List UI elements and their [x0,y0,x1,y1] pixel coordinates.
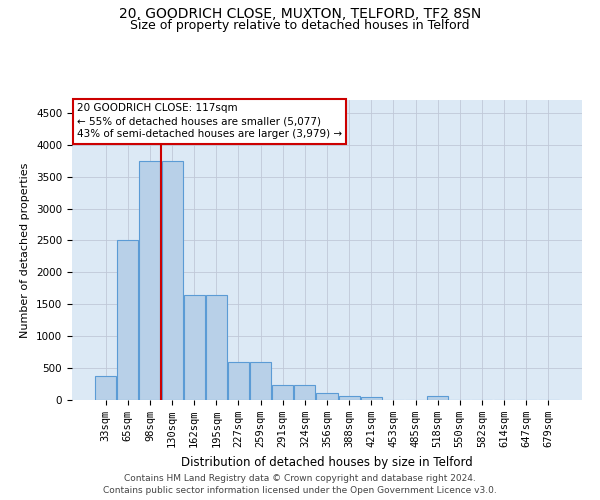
X-axis label: Distribution of detached houses by size in Telford: Distribution of detached houses by size … [181,456,473,468]
Text: Size of property relative to detached houses in Telford: Size of property relative to detached ho… [130,18,470,32]
Y-axis label: Number of detached properties: Number of detached properties [20,162,31,338]
Bar [206,294,227,400]
Bar [228,362,249,400]
Bar [250,362,271,400]
Bar [316,393,338,400]
Bar [139,160,160,400]
Bar [272,386,293,400]
Text: 20 GOODRICH CLOSE: 117sqm
← 55% of detached houses are smaller (5,077)
43% of se: 20 GOODRICH CLOSE: 117sqm ← 55% of detac… [77,103,342,140]
Bar [161,160,182,400]
Bar [295,386,316,400]
Bar [361,397,382,400]
Bar [118,240,139,400]
Bar [95,376,116,400]
Text: 20, GOODRICH CLOSE, MUXTON, TELFORD, TF2 8SN: 20, GOODRICH CLOSE, MUXTON, TELFORD, TF2… [119,8,481,22]
Text: Contains HM Land Registry data © Crown copyright and database right 2024.
Contai: Contains HM Land Registry data © Crown c… [103,474,497,495]
Bar [184,294,205,400]
Bar [338,396,359,400]
Bar [427,396,448,400]
